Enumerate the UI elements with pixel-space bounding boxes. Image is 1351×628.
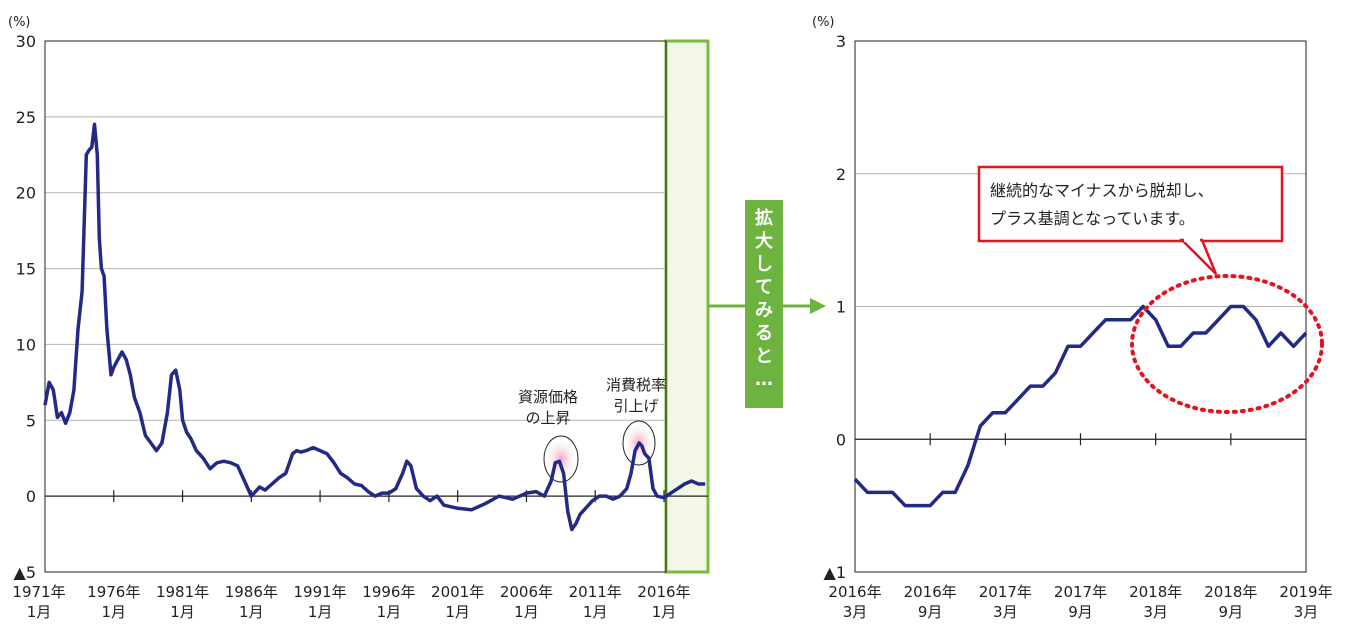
left-y-tick-label: 20: [16, 184, 36, 203]
left-y-tick-label: 10: [16, 335, 36, 354]
right-x-tick-label: 2018年: [1204, 583, 1257, 601]
event-annotation-text: 資源価格: [518, 388, 578, 406]
zoom-label-box: [745, 200, 783, 408]
event-highlight-circle: [543, 435, 579, 483]
right-y-unit-label: (%): [812, 15, 835, 30]
zoom-arrow-head: [810, 298, 826, 314]
left-x-tick-label: 1月: [583, 603, 608, 621]
callout-line-2: プラス基調となっています。: [990, 209, 1195, 228]
left-x-tick-label: 2006年: [500, 583, 553, 601]
right-cpi-series-line: [853, 304, 1308, 508]
right-x-tick-label: 9月: [1068, 603, 1093, 621]
right-x-tick-label: 3月: [993, 603, 1018, 621]
zoom-label-char: 大: [755, 230, 773, 252]
left-y-tick-label: 30: [16, 32, 36, 51]
left-x-tick-label: 1月: [239, 603, 264, 621]
left-x-tick-label: 1月: [102, 603, 127, 621]
right-x-tick-label: 2016年: [904, 583, 957, 601]
zoom-label-char: 拡: [755, 207, 773, 229]
left-chart: (%) 30 25 20 15 10 5 0 ▲5 1971年 1月 1976年 1月 1981年 1月…: [8, 15, 710, 621]
left-x-tick-label: 1981年: [156, 583, 209, 601]
right-y-tick-label: 0: [836, 430, 846, 449]
right-y-tick-label: 3: [836, 32, 846, 51]
trend-dotted-ellipse: [1130, 274, 1324, 414]
left-x-tick-label: 2016年: [637, 583, 690, 601]
left-x-tick-label: 1月: [652, 603, 677, 621]
zoom-label-char: …: [755, 369, 773, 390]
left-x-tick-label: 1月: [514, 603, 539, 621]
left-x-tick-label: 2001年: [431, 583, 484, 601]
zoom-label-char: と: [755, 346, 773, 367]
left-cpi-series-line: [43, 122, 706, 532]
left-x-tick-label: 1996年: [362, 583, 415, 601]
left-plot-frame: [44, 40, 667, 573]
left-y-tick-label: 25: [16, 108, 36, 127]
right-x-tick-label: 2016年: [828, 583, 881, 601]
right-x-tick-label: 2018年: [1129, 583, 1182, 601]
left-y-tick-label: 15: [16, 260, 36, 279]
right-x-tick-label: 3月: [1294, 603, 1319, 621]
callout-box: [977, 165, 1284, 243]
left-x-tick-label: 1991年: [294, 583, 347, 601]
right-x-tick-label: 2019年: [1279, 583, 1332, 601]
left-x-tick-label: 1976年: [87, 583, 140, 601]
left-y-tick-label: 5: [26, 411, 36, 430]
callout-line-1: 継続的なマイナスから脱却し、: [990, 181, 1214, 200]
left-x-tick-label: 1月: [377, 603, 402, 621]
zoom-connector: 拡大してみると…: [707, 200, 826, 408]
left-x-tick-label: 1986年: [225, 583, 278, 601]
left-y-unit-label: (%): [8, 15, 31, 30]
event-annotation-text: 消費税率: [606, 376, 666, 394]
left-x-tick-label: 1月: [27, 603, 52, 621]
zoom-label-char: る: [755, 323, 773, 344]
right-x-tick-label: 3月: [1143, 603, 1168, 621]
right-chart: (%) 3 2 1 0 ▲1 2016年 3月 2016年 9月 2017年 3月 2017年 9月 2…: [812, 15, 1333, 621]
left-x-tick-label: 2011年: [569, 583, 622, 601]
right-x-tick-label: 2017年: [979, 583, 1032, 601]
left-x-tick-label: 1月: [170, 603, 195, 621]
right-x-tick-label: 2017年: [1054, 583, 1107, 601]
right-y-tick-label: ▲1: [824, 563, 846, 582]
event-annotation-text: の上昇: [525, 409, 570, 427]
zoom-label-char: み: [755, 300, 773, 321]
zoom-label-char: て: [755, 277, 773, 298]
callout: 継続的なマイナスから脱却し、 プラス基調となっています。: [977, 165, 1284, 275]
zoom-label-char: し: [755, 254, 773, 275]
left-y-tick-label: ▲5: [14, 563, 36, 582]
right-x-tick-label: 3月: [843, 603, 868, 621]
right-y-tick-label: 1: [836, 298, 846, 317]
callout-pointer: [1178, 238, 1218, 275]
right-x-tick-label: 9月: [1219, 603, 1244, 621]
right-x-tick-label: 9月: [918, 603, 943, 621]
left-y-tick-label: 0: [26, 487, 36, 506]
left-x-tick-label: 1月: [445, 603, 470, 621]
left-x-tick-label: 1月: [308, 603, 333, 621]
event-annotation-text: 引上げ: [613, 397, 658, 415]
right-y-tick-label: 2: [836, 165, 846, 184]
left-x-tick-label: 1971年: [12, 583, 65, 601]
